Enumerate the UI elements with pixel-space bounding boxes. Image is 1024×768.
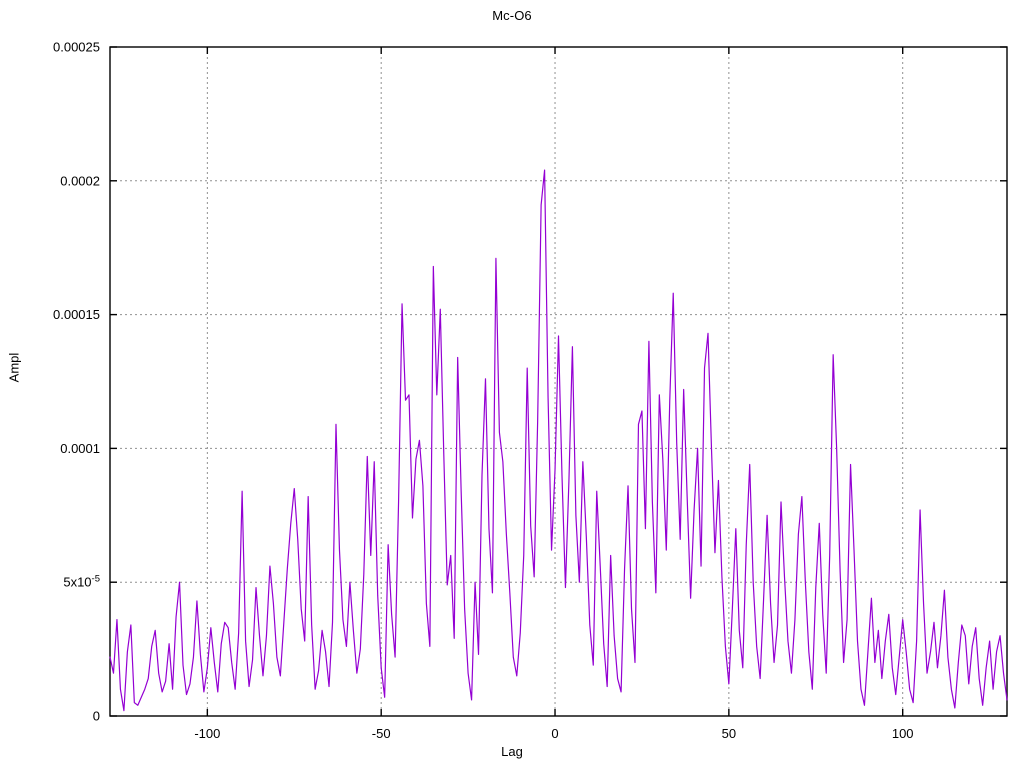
- x-tick-label: 100: [892, 726, 914, 741]
- y-tick-label: 5x10-5: [63, 573, 100, 590]
- data-series-line: [109, 169, 1008, 712]
- x-axis-label: Lag: [501, 744, 523, 759]
- plot-frame: [109, 46, 1008, 717]
- y-tick-label: 0.0001: [60, 441, 100, 456]
- y-tick-label: 0: [93, 709, 100, 724]
- y-tick-label: 0.0002: [60, 173, 100, 188]
- y-tick-label: 0.00015: [53, 307, 100, 322]
- chart-title: Mc-O6: [492, 8, 532, 23]
- x-tick-label: -50: [372, 726, 391, 741]
- x-tick-label: -100: [194, 726, 220, 741]
- x-tick-label: 50: [722, 726, 736, 741]
- y-tick-label: 0.00025: [53, 40, 100, 55]
- x-tick-label: 0: [551, 726, 558, 741]
